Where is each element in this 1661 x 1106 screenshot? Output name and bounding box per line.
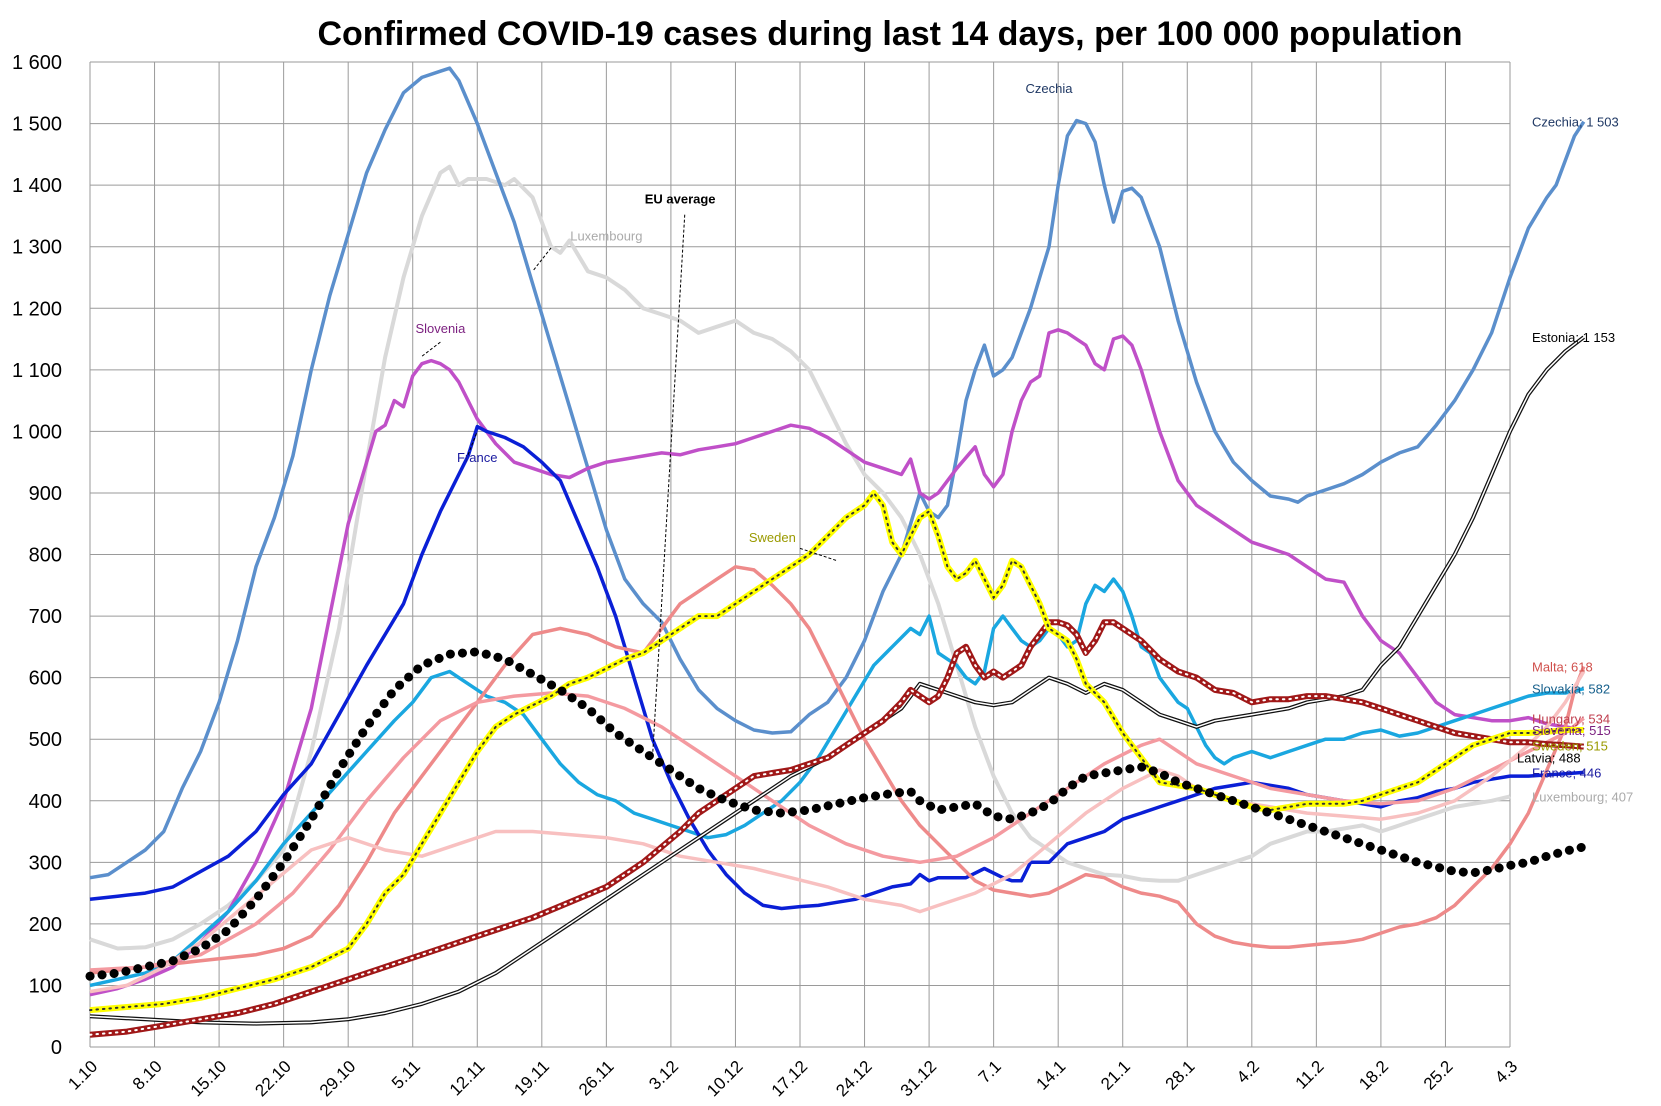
x-tick-label: 4.3 bbox=[1491, 1057, 1521, 1087]
series-line bbox=[85, 647, 1589, 981]
annotation-leader bbox=[467, 431, 478, 455]
x-tick-label: 15.10 bbox=[187, 1057, 231, 1101]
x-tick-label: 29.10 bbox=[316, 1057, 360, 1101]
x-tick-label: 24.12 bbox=[832, 1057, 876, 1101]
annotation-leader bbox=[799, 547, 838, 562]
series-line bbox=[89, 164, 1511, 951]
y-tick-label: 500 bbox=[29, 729, 62, 751]
y-tick-label: 100 bbox=[29, 975, 62, 997]
series-line bbox=[89, 328, 1585, 997]
series-malta bbox=[89, 565, 1586, 975]
y-tick-label: 200 bbox=[29, 914, 62, 936]
series-end-label: Luxembourg; 407 bbox=[1532, 789, 1633, 804]
x-tick-label: 4.2 bbox=[1233, 1057, 1263, 1087]
series-line-inner bbox=[89, 336, 1585, 1025]
x-tick-label: 3.12 bbox=[645, 1057, 682, 1094]
series-end-label: Slovakia; 582 bbox=[1532, 682, 1610, 697]
annotation-label: EU average bbox=[645, 192, 716, 207]
series-end-label: Sweden; 515 bbox=[1532, 738, 1608, 753]
chart-grid bbox=[89, 61, 1511, 1048]
y-tick-label: 1 200 bbox=[12, 298, 62, 320]
series-end-labels: Luxembourg; 407 Czechia; 1 503 Slovenia; 5… bbox=[1517, 115, 1633, 805]
y-tick-label: 800 bbox=[29, 545, 62, 567]
x-tick-label: 21.1 bbox=[1097, 1057, 1134, 1094]
y-tick-label: 1 000 bbox=[12, 421, 62, 443]
series-line bbox=[89, 565, 1586, 975]
x-tick-label: 19.11 bbox=[510, 1057, 553, 1100]
x-tick-label: 22.10 bbox=[251, 1057, 295, 1101]
series-pink bbox=[89, 670, 1586, 994]
series-sweden bbox=[89, 489, 1585, 1014]
x-tick-label: 17.12 bbox=[768, 1057, 812, 1101]
x-tick-label: 7.1 bbox=[975, 1057, 1005, 1087]
series-eu-average bbox=[85, 647, 1589, 981]
y-tick-label: 600 bbox=[29, 668, 62, 690]
annotation-label: Sweden bbox=[749, 530, 796, 545]
y-axis-tick-labels: 0 100 200 300 400 500 600 700 800 900 1 000 1 100 1 … bbox=[12, 52, 62, 1059]
x-tick-label: 1.10 bbox=[64, 1057, 101, 1094]
y-tick-label: 1 100 bbox=[12, 360, 62, 382]
x-axis-tick-labels: 1.10 8.10 15.10 22.10 29.10 5.11 12.11 19.11 26.… bbox=[64, 1057, 1521, 1101]
series-end-label: France; 446 bbox=[1532, 765, 1601, 780]
series-end-label: Czechia; 1 503 bbox=[1532, 115, 1619, 130]
series-czechia bbox=[89, 66, 1586, 880]
x-tick-label: 5.11 bbox=[388, 1057, 424, 1093]
y-tick-label: 300 bbox=[29, 852, 62, 874]
x-tick-label: 18.2 bbox=[1355, 1057, 1392, 1094]
chart-title: Confirmed COVID-19 cases during last 14 … bbox=[317, 15, 1462, 53]
y-tick-label: 1 300 bbox=[12, 237, 62, 259]
annotation-label: France bbox=[457, 450, 497, 465]
series-latvia bbox=[89, 619, 1585, 1038]
y-tick-label: 0 bbox=[51, 1037, 62, 1059]
x-tick-label: 12.11 bbox=[446, 1057, 489, 1100]
series-end-label: Hungary; 534 bbox=[1532, 711, 1610, 726]
series-slovakia bbox=[89, 577, 1585, 988]
x-tick-label: 8.10 bbox=[129, 1057, 166, 1094]
y-tick-label: 700 bbox=[29, 606, 62, 628]
annotation-leader bbox=[651, 214, 686, 758]
x-tick-label: 26.11 bbox=[575, 1057, 618, 1100]
series-end-label: Slovenia; 515 bbox=[1532, 723, 1611, 738]
series-end-label: Estonia; 1 153 bbox=[1532, 330, 1615, 345]
y-tick-label: 1 400 bbox=[12, 175, 62, 197]
annotation-label: Luxembourg bbox=[570, 229, 642, 244]
series-line-dots bbox=[89, 491, 1585, 1012]
series-layer bbox=[85, 66, 1589, 1038]
series-france bbox=[89, 424, 1584, 911]
x-tick-label: 25.2 bbox=[1420, 1057, 1457, 1094]
annotations: Czechia Slovenia France Luxembourg Sweden EU … bbox=[415, 81, 1073, 758]
x-tick-label: 10.12 bbox=[703, 1057, 747, 1101]
series-slovenia bbox=[89, 328, 1585, 997]
series-line bbox=[89, 670, 1586, 994]
series-line-dots bbox=[89, 621, 1585, 1036]
series-end-label: Malta; 618 bbox=[1532, 660, 1593, 675]
y-tick-label: 1 600 bbox=[12, 52, 62, 74]
series-line bbox=[89, 66, 1586, 880]
series-end-label: Latvia; 488 bbox=[1517, 751, 1581, 766]
series-line bbox=[89, 577, 1585, 988]
x-tick-label: 31.12 bbox=[897, 1057, 941, 1101]
x-tick-label: 14.1 bbox=[1033, 1057, 1070, 1094]
annotation-leader bbox=[421, 341, 441, 357]
x-tick-label: 28.1 bbox=[1162, 1057, 1199, 1094]
y-tick-label: 1 500 bbox=[12, 114, 62, 136]
y-tick-label: 400 bbox=[29, 791, 62, 813]
series-luxembourg bbox=[89, 164, 1511, 951]
y-tick-label: 900 bbox=[29, 483, 62, 505]
x-tick-label: 11.2 bbox=[1292, 1057, 1328, 1093]
series-line bbox=[89, 424, 1584, 911]
annotation-label: Slovenia bbox=[415, 321, 466, 336]
annotation-label: Czechia bbox=[1025, 81, 1073, 96]
series-estonia bbox=[89, 335, 1586, 1026]
